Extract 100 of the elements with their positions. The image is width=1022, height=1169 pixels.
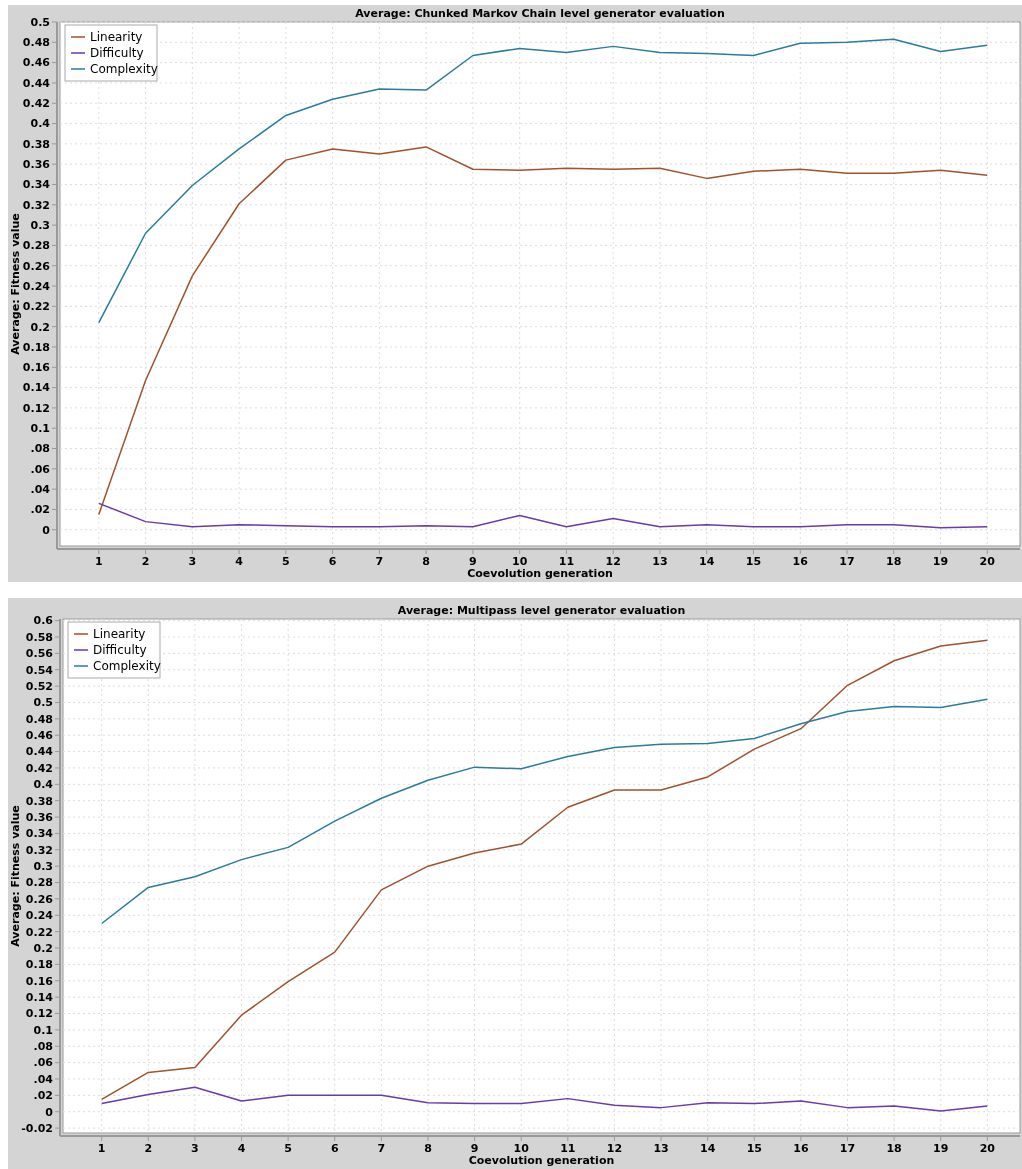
y-tick-label: .02 bbox=[30, 503, 50, 517]
x-tick-label: 19 bbox=[932, 555, 949, 568]
x-tick-label: 14 bbox=[700, 1142, 716, 1155]
y-tick-label: 0.44 bbox=[22, 76, 51, 90]
x-tick-label: 7 bbox=[377, 1142, 386, 1155]
x-tick-label: 13 bbox=[653, 1142, 669, 1155]
y-tick-label: 0.2 bbox=[30, 320, 50, 334]
y-tick-label: 0.38 bbox=[25, 794, 53, 808]
x-tick-label: 11 bbox=[560, 1142, 576, 1155]
x-tick-label: 19 bbox=[933, 1142, 949, 1155]
y-tick-label: 0.1 bbox=[30, 422, 50, 436]
y-tick-label: 0.18 bbox=[22, 340, 50, 354]
x-tick-label: 16 bbox=[792, 555, 809, 568]
legend-label: Complexity bbox=[90, 62, 158, 77]
y-tick-label: 0.42 bbox=[22, 97, 50, 111]
y-tick-label: .08 bbox=[33, 1040, 53, 1054]
y-tick-label: .02 bbox=[33, 1089, 53, 1103]
x-tick-label: 17 bbox=[839, 1142, 856, 1155]
y-tick-label: 0.4 bbox=[33, 778, 54, 792]
y-tick-label: 0.32 bbox=[22, 198, 50, 212]
y-tick-label: 0.24 bbox=[25, 909, 54, 923]
y-tick-label: .04 bbox=[33, 1072, 54, 1086]
y-tick-label: 0.14 bbox=[25, 990, 54, 1004]
x-tick-label: 14 bbox=[699, 555, 715, 568]
y-tick-label: 0.3 bbox=[30, 218, 50, 232]
line-series bbox=[100, 698, 989, 925]
x-tick-label: 6 bbox=[330, 1142, 339, 1155]
x-tick-label: 10 bbox=[512, 555, 528, 568]
y-tick-label: 0.16 bbox=[25, 974, 54, 988]
y-tick-label: 0.48 bbox=[22, 36, 50, 50]
y-tick-label: 0.24 bbox=[22, 279, 51, 293]
y-tick-label: 0.28 bbox=[25, 876, 53, 890]
y-tick-label: 0.38 bbox=[22, 137, 50, 151]
x-tick-label: 7 bbox=[375, 555, 384, 568]
y-tick-label: 0.56 bbox=[25, 647, 54, 661]
y-tick-label: 0.12 bbox=[22, 401, 50, 415]
x-tick-label: 5 bbox=[284, 1142, 292, 1155]
y-tick-label: 0.32 bbox=[25, 843, 53, 857]
y-tick-label: 0 bbox=[45, 1105, 54, 1119]
x-tick-label: 9 bbox=[469, 555, 477, 568]
y-tick-label: 0.22 bbox=[22, 300, 50, 314]
y-tick-label: 0.4 bbox=[30, 117, 51, 131]
legend-label: Linearity bbox=[93, 627, 146, 642]
y-tick-label: 0.36 bbox=[25, 810, 54, 824]
y-tick-label: 0.26 bbox=[22, 259, 51, 273]
y-tick-label: .08 bbox=[30, 442, 50, 456]
x-tick-label: 10 bbox=[513, 1142, 530, 1155]
y-tick-label: 0 bbox=[42, 523, 51, 537]
x-tick-label: 1 bbox=[94, 555, 103, 568]
y-axis-title: Average: Fitness value bbox=[9, 805, 22, 947]
line-series bbox=[98, 502, 989, 529]
y-tick-label: 0.2 bbox=[33, 941, 53, 955]
x-tick-label: 18 bbox=[886, 1142, 902, 1155]
x-tick-label: 5 bbox=[282, 555, 290, 568]
x-tick-label: 8 bbox=[422, 555, 430, 568]
y-tick-label: 0.36 bbox=[22, 158, 51, 172]
y-tick-label: -0.02 bbox=[21, 1121, 53, 1135]
chart-title: Average: Chunked Markov Chain level generator evaluation bbox=[355, 7, 725, 20]
y-tick-label: .06 bbox=[33, 1056, 54, 1070]
x-tick-label: 6 bbox=[328, 555, 337, 568]
x-tick-label: 11 bbox=[558, 555, 575, 568]
y-tick-label: 0.12 bbox=[25, 1007, 53, 1021]
y-tick-label: .04 bbox=[30, 482, 51, 496]
x-tick-label: 18 bbox=[886, 555, 902, 568]
x-tick-label: 2 bbox=[141, 555, 150, 568]
y-tick-label: 0.54 bbox=[25, 663, 54, 677]
x-tick-label: 20 bbox=[979, 555, 996, 568]
x-tick-label: 2 bbox=[144, 1142, 153, 1155]
legend-label: Difficulty bbox=[93, 643, 147, 658]
x-tick-label: 16 bbox=[793, 1142, 809, 1155]
y-tick-label: 0.48 bbox=[25, 712, 53, 726]
x-tick-label: 9 bbox=[470, 1142, 479, 1155]
y-tick-label: 0.46 bbox=[22, 56, 51, 70]
x-tick-label: 1 bbox=[97, 1142, 106, 1155]
x-tick-label: 8 bbox=[424, 1142, 432, 1155]
y-tick-label: 0.26 bbox=[25, 892, 54, 906]
x-tick-label: 3 bbox=[191, 1142, 199, 1155]
y-tick-label: 0.22 bbox=[25, 925, 53, 939]
y-tick-label: 0.44 bbox=[25, 745, 54, 759]
x-tick-label: 4 bbox=[237, 1142, 246, 1155]
x-tick-label: 17 bbox=[839, 555, 855, 568]
line-series bbox=[100, 1086, 989, 1112]
chart-title: Average: Multipass level generator evaluation bbox=[397, 604, 686, 617]
y-tick-label: .06 bbox=[30, 462, 51, 476]
y-tick-label: 0.42 bbox=[25, 761, 53, 775]
y-tick-label: 0.34 bbox=[22, 178, 51, 192]
y-tick-label: 0.46 bbox=[25, 729, 54, 743]
y-tick-label: 0.5 bbox=[30, 15, 50, 29]
y-tick-label: 0.18 bbox=[25, 958, 53, 972]
x-tick-label: 4 bbox=[235, 555, 244, 568]
legend-label: Difficulty bbox=[90, 46, 144, 61]
x-tick-label: 12 bbox=[605, 555, 621, 568]
y-tick-label: 0.6 bbox=[33, 614, 54, 628]
legend-label: Complexity bbox=[93, 659, 161, 674]
legend-label: Linearity bbox=[90, 30, 143, 45]
y-tick-label: 0.34 bbox=[25, 827, 54, 841]
x-tick-label: 13 bbox=[652, 555, 668, 568]
y-axis-title: Average: Fitness value bbox=[9, 213, 22, 355]
x-tick-label: 15 bbox=[745, 555, 762, 568]
y-tick-label: 0.3 bbox=[33, 860, 53, 874]
